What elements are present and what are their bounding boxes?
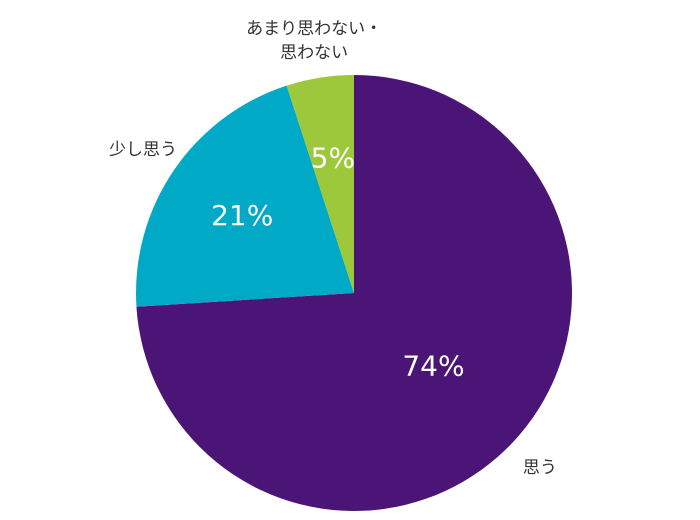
value-label: 21% <box>211 199 273 232</box>
value-label: 5% <box>311 142 355 175</box>
pie-slice <box>136 85 354 307</box>
value-label: 74% <box>402 350 464 383</box>
category-label: 少し思う <box>109 139 178 160</box>
category-label: 思う <box>522 457 557 478</box>
pie-slice <box>136 75 572 511</box>
category-label: あまり思わない・思わない <box>246 19 383 64</box>
pie-slice <box>286 75 354 293</box>
